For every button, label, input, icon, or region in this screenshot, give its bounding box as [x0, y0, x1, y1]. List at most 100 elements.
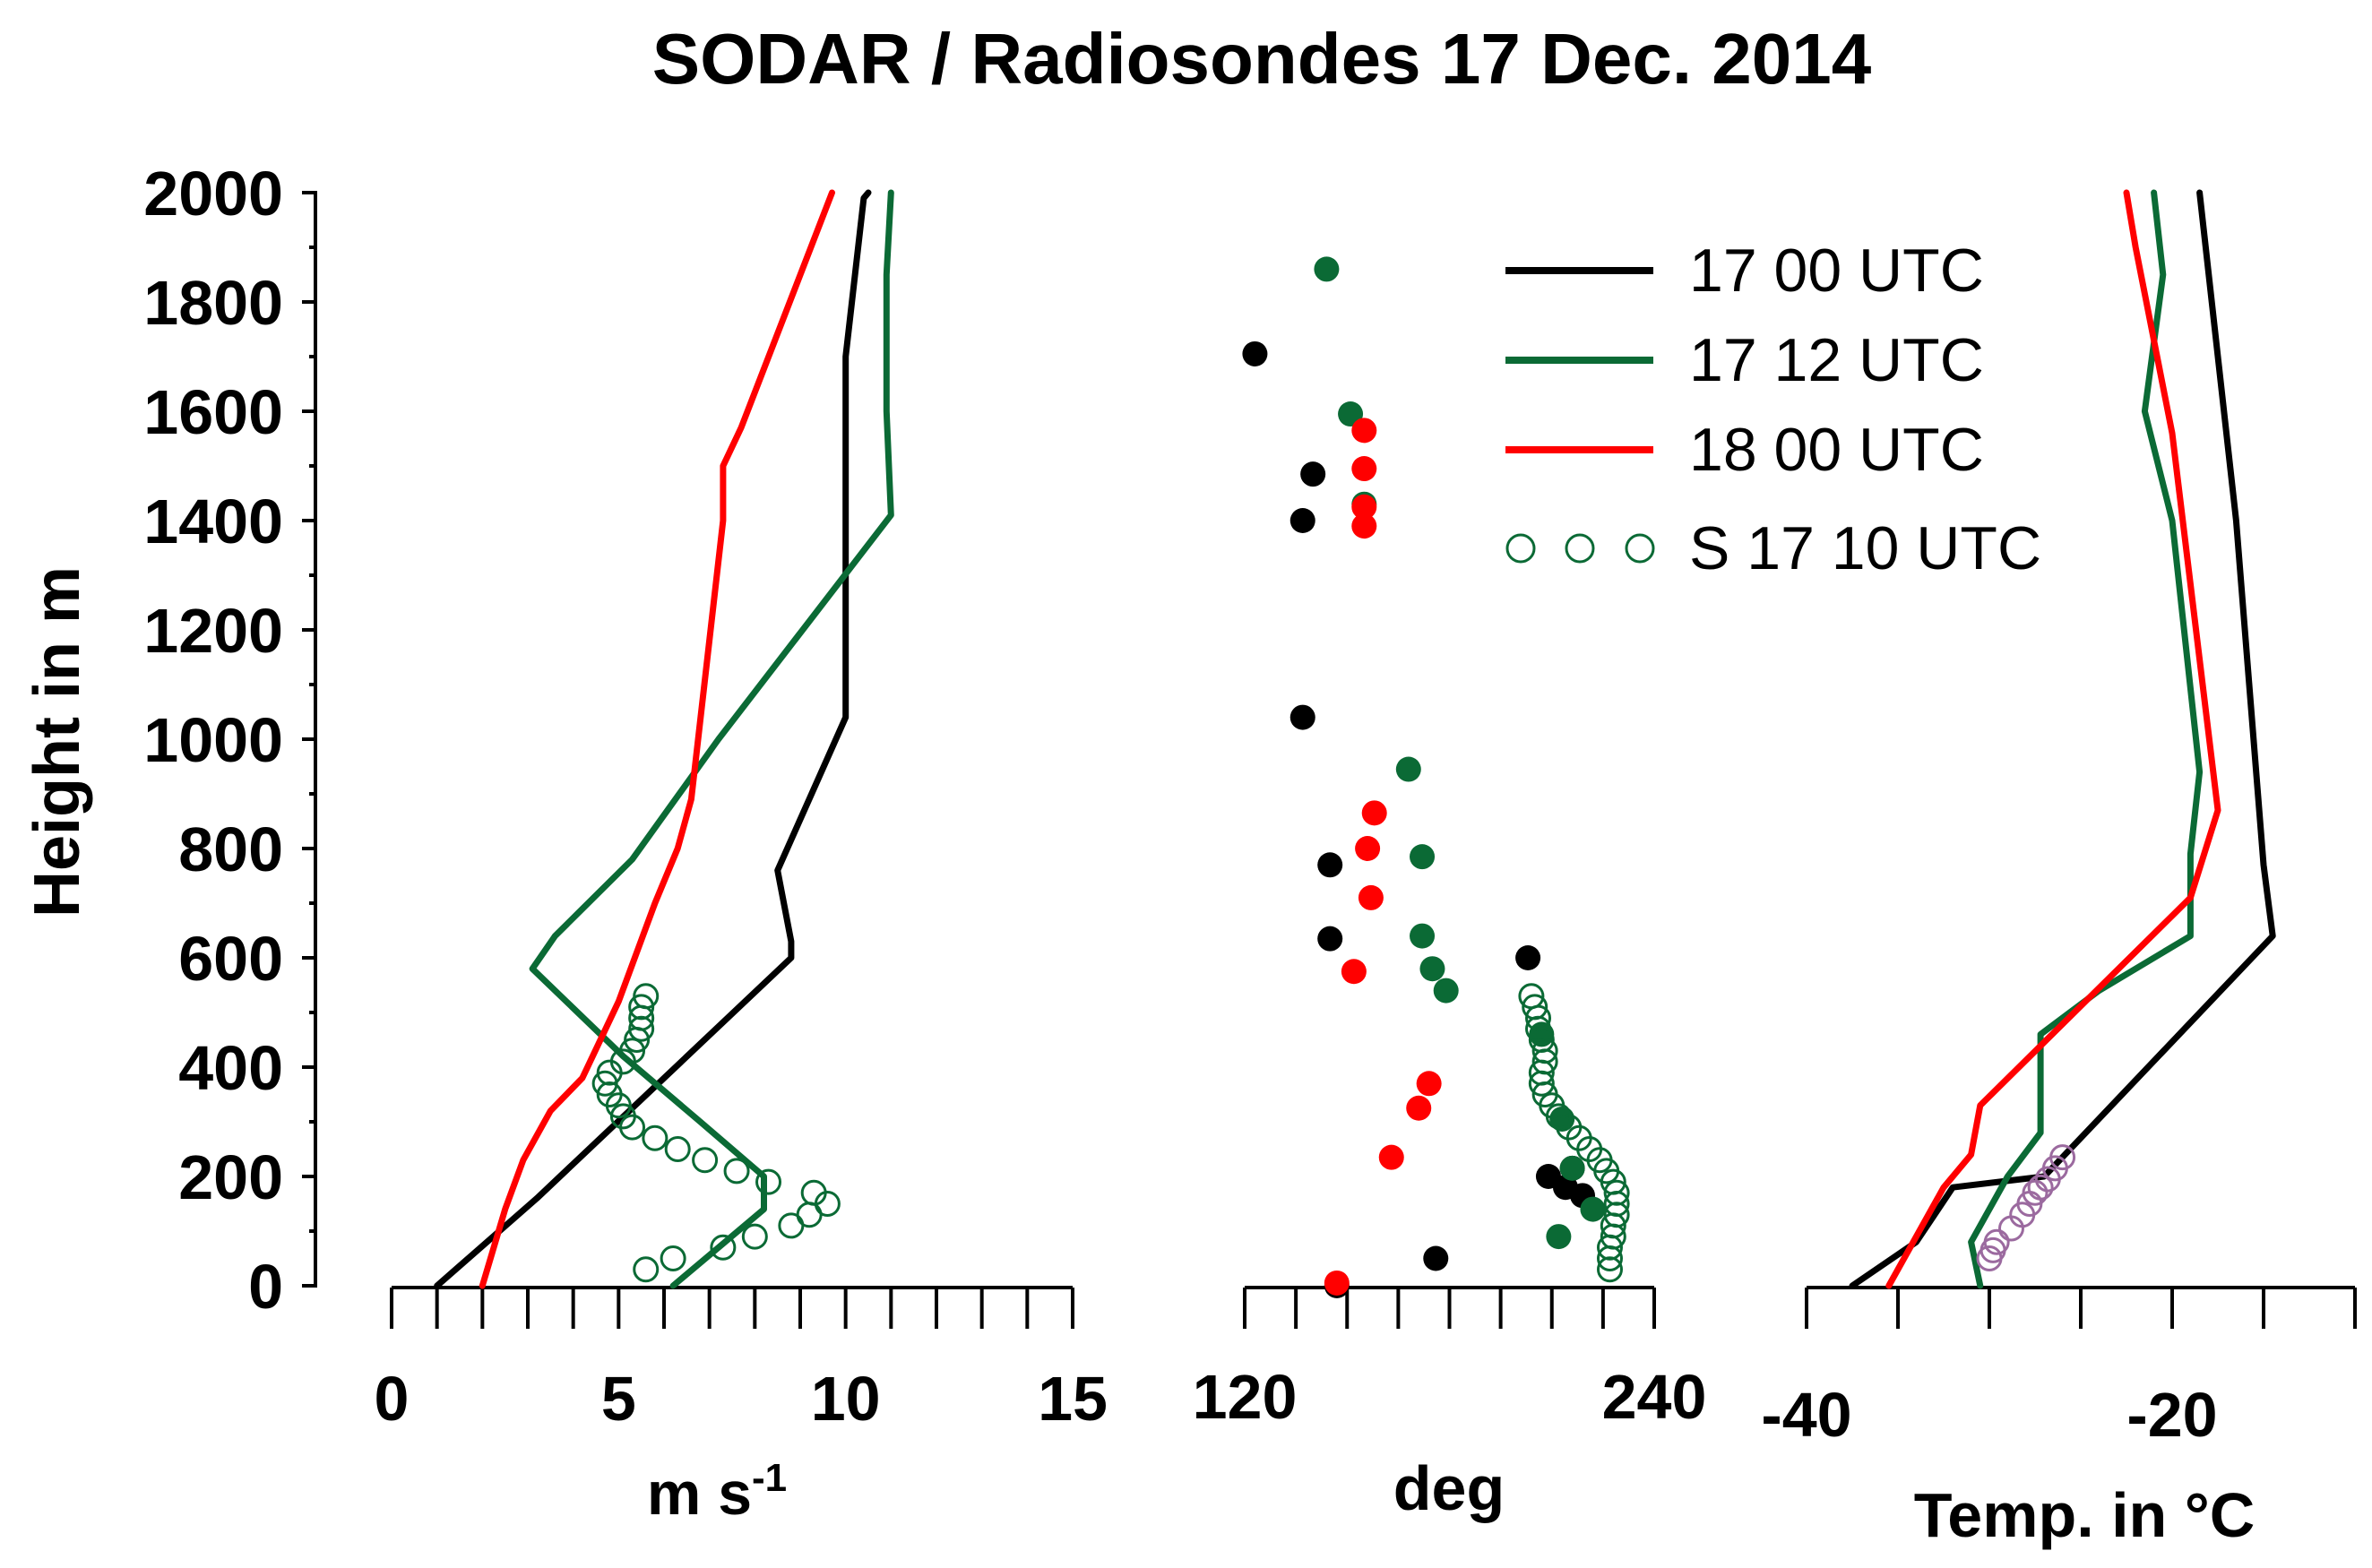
data-point: [1242, 340, 1268, 366]
data-point: [1290, 508, 1315, 533]
legend-item-17-12-utc: 17 12 UTC: [1505, 326, 1984, 394]
data-point: [619, 1038, 646, 1064]
data-point: [1603, 1179, 1630, 1206]
data-point: [596, 1081, 623, 1107]
data-point: [2027, 1174, 2054, 1201]
y-tick-label: 800: [178, 814, 283, 884]
data-point: [1410, 844, 1436, 870]
legend-label: 18 00 UTC: [1689, 416, 1984, 484]
series-18-00-utc: [479, 189, 835, 1289]
data-point: [1317, 926, 1343, 952]
series-17-00-utc: [1849, 189, 2276, 1289]
series-line-17-00-utc: [1849, 189, 2276, 1289]
data-point: [1314, 256, 1340, 282]
y-tick-label: 400: [178, 1033, 283, 1103]
series-line-18-00-utc: [1885, 189, 2221, 1289]
data-point: [664, 1136, 691, 1162]
x-tick-label: -40: [1761, 1380, 1851, 1450]
data-point: [591, 1070, 618, 1097]
y-tick-label: 600: [178, 924, 283, 994]
data-point: [1580, 1196, 1606, 1222]
y-tick-label: 2000: [143, 159, 283, 228]
data-point: [660, 1245, 686, 1271]
x-tick-label: 240: [1602, 1362, 1707, 1432]
chart-title: SODAR / Radiosondes 17 Dec. 2014: [652, 19, 1872, 99]
data-point: [1378, 1144, 1404, 1170]
y-tick-label: 1600: [143, 377, 283, 447]
data-point: [692, 1147, 719, 1174]
legend-item-s-17-10-utc: S 17 10 UTC: [1505, 514, 2041, 582]
data-point: [1351, 494, 1377, 520]
data-point: [741, 1223, 768, 1250]
legend-swatch-circle: [1625, 533, 1655, 564]
series-line-17-00-utc: [434, 189, 872, 1289]
data-point: [1559, 1155, 1585, 1181]
series-18-00-utc: [1324, 418, 1442, 1296]
legend-item-17-00-utc: 17 00 UTC: [1505, 237, 1984, 305]
x-axis-label-wind-speed: m s-1: [647, 1456, 787, 1528]
panel-temperature: Temp. in °C -40 -20: [1761, 189, 2357, 1550]
series-s-17-10-utc: [1976, 1144, 2076, 1271]
series-s-17-10-utc: [591, 983, 841, 1283]
data-point: [1351, 513, 1377, 539]
data-point: [1419, 956, 1445, 982]
y-tick-label: 1800: [143, 268, 283, 338]
data-point: [1546, 1224, 1572, 1250]
data-point: [628, 1015, 655, 1042]
x-tick-label: 5: [601, 1364, 636, 1434]
data-point: [1358, 884, 1384, 910]
legend: 17 00 UTC 17 12 UTC 18 00 UTC S 17 10 UTC: [1505, 237, 2041, 582]
panel-wind-direction: deg 120 240: [1193, 256, 1707, 1523]
data-point: [642, 1124, 668, 1151]
series-line-17-12-utc: [1968, 189, 2204, 1289]
data-point: [1395, 756, 1421, 782]
legend-label: 17 12 UTC: [1689, 326, 1984, 394]
data-point: [723, 1158, 750, 1185]
data-point: [1290, 704, 1315, 730]
data-point: [1603, 1202, 1630, 1228]
data-point: [633, 1256, 660, 1283]
data-point: [1324, 1270, 1350, 1296]
y-tick-label: 1000: [143, 705, 283, 775]
y-tick-label: 200: [178, 1142, 283, 1212]
data-point: [1351, 418, 1377, 444]
legend-item-18-00-utc: 18 00 UTC: [1505, 416, 1984, 484]
data-point: [1351, 456, 1377, 482]
legend-label: 17 00 UTC: [1689, 237, 1984, 305]
y-axis-label: Height in m: [22, 566, 93, 918]
series-17-00-utc: [434, 189, 872, 1289]
data-point: [1410, 923, 1436, 949]
x-axis-label-wind-direction: deg: [1393, 1453, 1505, 1523]
series-17-12-utc: [529, 189, 894, 1289]
data-point: [1433, 978, 1459, 1004]
x-tick-label: 15: [1038, 1364, 1108, 1434]
series-line-17-12-utc: [529, 189, 894, 1289]
legend-swatch-circle: [1565, 533, 1595, 564]
x-tick-label: 0: [375, 1364, 410, 1434]
series-s-17-10-utc: [1518, 983, 1630, 1283]
data-point: [800, 1179, 827, 1206]
series-17-12-utc: [1968, 189, 2204, 1289]
x-tick-label: 120: [1193, 1362, 1298, 1432]
data-point: [755, 1168, 782, 1195]
data-point: [609, 1103, 636, 1130]
y-tick-label: 0: [248, 1252, 283, 1322]
data-point: [1515, 945, 1541, 970]
data-point: [1522, 994, 1548, 1021]
data-point: [1361, 800, 1387, 826]
legend-label: S 17 10 UTC: [1689, 514, 2041, 582]
legend-swatch-circle: [1505, 533, 1536, 564]
data-point: [1596, 1256, 1623, 1283]
series-18-00-utc: [1885, 189, 2221, 1289]
x-axis-label-base: m s: [647, 1460, 752, 1528]
y-axis: 0 200 400 600 800 1000 1200 1400 1600 1800 2000: [143, 159, 317, 1322]
data-point: [1416, 1071, 1442, 1097]
y-tick-label: 1400: [143, 487, 283, 556]
data-point: [1423, 1245, 1449, 1271]
y-tick-label: 1200: [143, 596, 283, 666]
panel-wind-speed: m s-1 0 5 10 15: [375, 189, 1108, 1528]
data-point: [1355, 836, 1381, 861]
data-point: [1983, 1228, 2010, 1255]
data-point: [1317, 852, 1343, 878]
